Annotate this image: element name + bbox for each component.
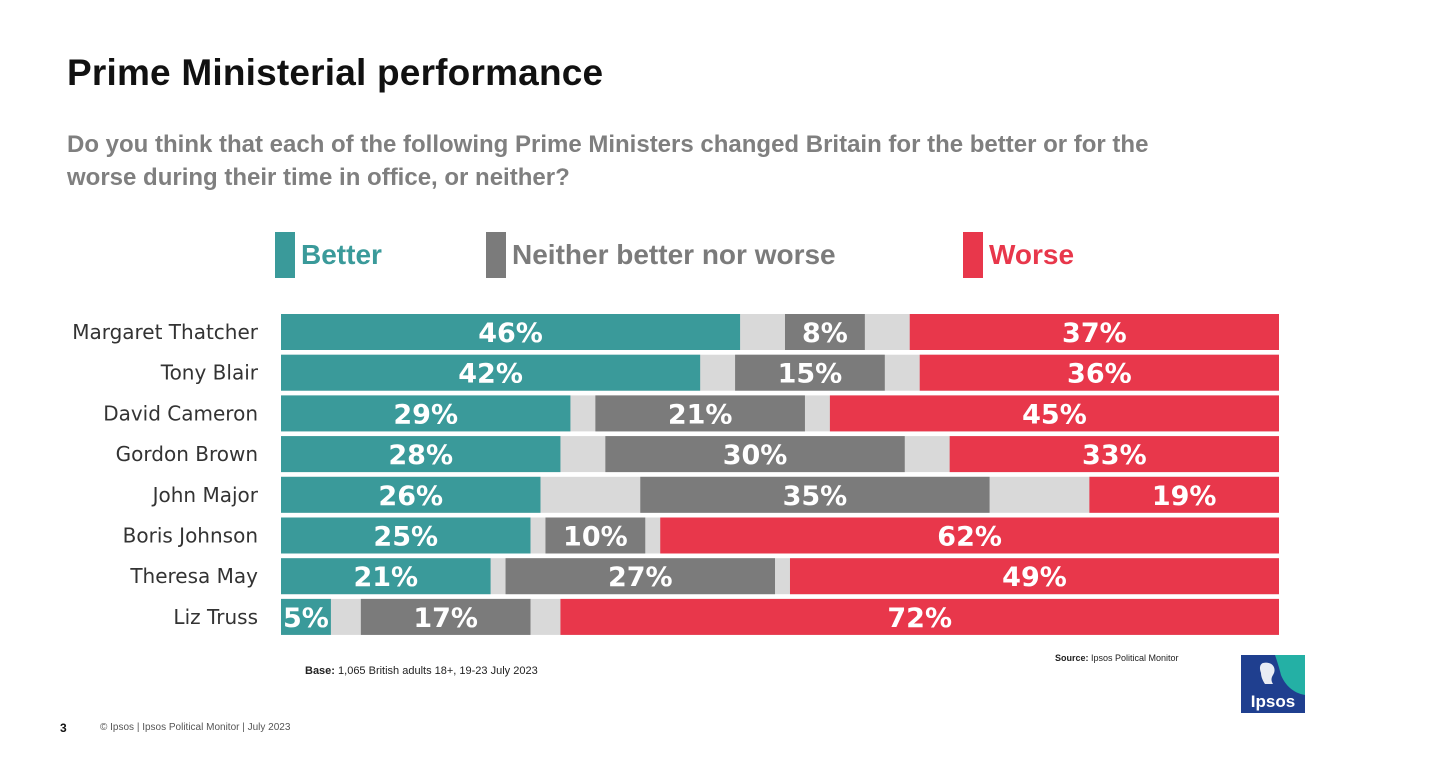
data-label-neither-tony-blair: 15% <box>778 359 843 390</box>
data-label-neither-margaret-thatcher: 8% <box>802 318 848 349</box>
bar-neither-theresa-may <box>505 558 776 595</box>
bar-neither-gordon-brown <box>605 436 905 473</box>
bar-better-margaret-thatcher <box>281 314 741 350</box>
base-label: Base: <box>305 665 335 677</box>
data-label-worse-margaret-thatcher: 37% <box>1062 318 1127 349</box>
bar-worse-tony-blair <box>919 354 1279 391</box>
page-title: Prime Ministerial performance <box>67 52 604 93</box>
category-label-margaret-thatcher: Margaret Thatcher <box>72 320 259 344</box>
legend-swatch-neither <box>486 232 506 278</box>
data-label-neither-liz-truss: 17% <box>413 603 478 634</box>
legend-label-better: Better <box>301 239 382 270</box>
data-label-worse-gordon-brown: 33% <box>1082 440 1147 471</box>
data-label-neither-boris-johnson: 10% <box>563 522 628 553</box>
data-label-better-liz-truss: 5% <box>283 603 329 634</box>
data-label-better-david-cameron: 29% <box>393 399 458 430</box>
legend-label-neither: Neither better nor worse <box>512 239 836 270</box>
bar-worse-boris-johnson <box>660 517 1279 554</box>
data-label-better-tony-blair: 42% <box>458 359 523 390</box>
data-label-worse-john-major: 19% <box>1152 481 1217 512</box>
bar-neither-liz-truss <box>360 598 531 635</box>
data-label-better-theresa-may: 21% <box>353 562 418 593</box>
data-label-neither-theresa-may: 27% <box>608 562 673 593</box>
page-number: 3 <box>60 721 67 735</box>
bar-worse-liz-truss <box>560 598 1279 635</box>
bar-better-theresa-may <box>281 558 491 595</box>
legend-swatch-better <box>275 232 295 278</box>
data-label-worse-liz-truss: 72% <box>887 603 952 634</box>
bar-neither-margaret-thatcher <box>784 314 865 350</box>
data-label-better-john-major: 26% <box>378 481 443 512</box>
data-label-better-gordon-brown: 28% <box>388 440 453 471</box>
logo-head-icon <box>1259 662 1275 684</box>
bar-better-david-cameron <box>281 395 571 432</box>
category-label-tony-blair: Tony Blair <box>160 361 259 385</box>
data-label-neither-david-cameron: 21% <box>668 399 733 430</box>
logo-accent <box>1275 655 1305 695</box>
bar-neither-john-major <box>640 476 990 513</box>
bar-neither-tony-blair <box>735 354 885 391</box>
bar-better-john-major <box>281 476 541 513</box>
data-label-neither-gordon-brown: 30% <box>723 440 788 471</box>
bar-better-boris-johnson <box>281 517 531 554</box>
legend-swatch-worse <box>963 232 983 278</box>
category-label-boris-johnson: Boris Johnson <box>123 524 258 548</box>
category-label-gordon-brown: Gordon Brown <box>116 442 258 466</box>
data-label-worse-david-cameron: 45% <box>1022 399 1087 430</box>
data-label-worse-boris-johnson: 62% <box>937 522 1002 553</box>
bar-neither-david-cameron <box>595 395 805 432</box>
legend-item-better: Better <box>275 232 382 278</box>
legend-label-worse: Worse <box>989 239 1075 270</box>
footer-text: © Ipsos | Ipsos Political Monitor | July… <box>100 722 291 733</box>
legend-item-neither: Neither better nor worse <box>486 232 836 278</box>
category-label-david-cameron: David Cameron <box>103 401 258 425</box>
survey-question: Do you think that each of the following … <box>67 131 1149 191</box>
bar-better-liz-truss <box>281 598 331 635</box>
data-label-worse-theresa-may: 49% <box>1002 562 1067 593</box>
data-label-worse-tony-blair: 36% <box>1067 359 1132 390</box>
bar-worse-margaret-thatcher <box>909 314 1279 350</box>
source-label: Source: <box>1055 653 1089 663</box>
logo-text: Ipsos <box>1251 692 1295 711</box>
bar-worse-david-cameron <box>829 395 1279 432</box>
bar-worse-john-major <box>1089 476 1279 513</box>
bar-worse-theresa-may <box>789 558 1279 595</box>
source-text: Ipsos Political Monitor <box>1088 653 1179 663</box>
data-label-better-boris-johnson: 25% <box>373 522 438 553</box>
category-label-liz-truss: Liz Truss <box>173 605 258 629</box>
data-label-better-margaret-thatcher: 46% <box>478 318 543 349</box>
bar-neither-boris-johnson <box>545 517 646 554</box>
category-label-john-major: John Major <box>151 483 259 507</box>
category-label-theresa-may: Theresa May <box>129 564 258 588</box>
ipsos-logo: Ipsos <box>1241 655 1305 713</box>
source-note: Source: Ipsos Political Monitor <box>1055 653 1179 663</box>
base-text: 1,065 British adults 18+, 19-23 July 202… <box>334 665 538 677</box>
base-note: Base: 1,065 British adults 18+, 19-23 Ju… <box>305 665 538 677</box>
bar-worse-gordon-brown <box>949 436 1279 473</box>
legend-item-worse: Worse <box>963 232 1074 278</box>
bar-better-tony-blair <box>281 354 701 391</box>
data-label-neither-john-major: 35% <box>783 481 848 512</box>
bar-better-gordon-brown <box>281 436 561 473</box>
